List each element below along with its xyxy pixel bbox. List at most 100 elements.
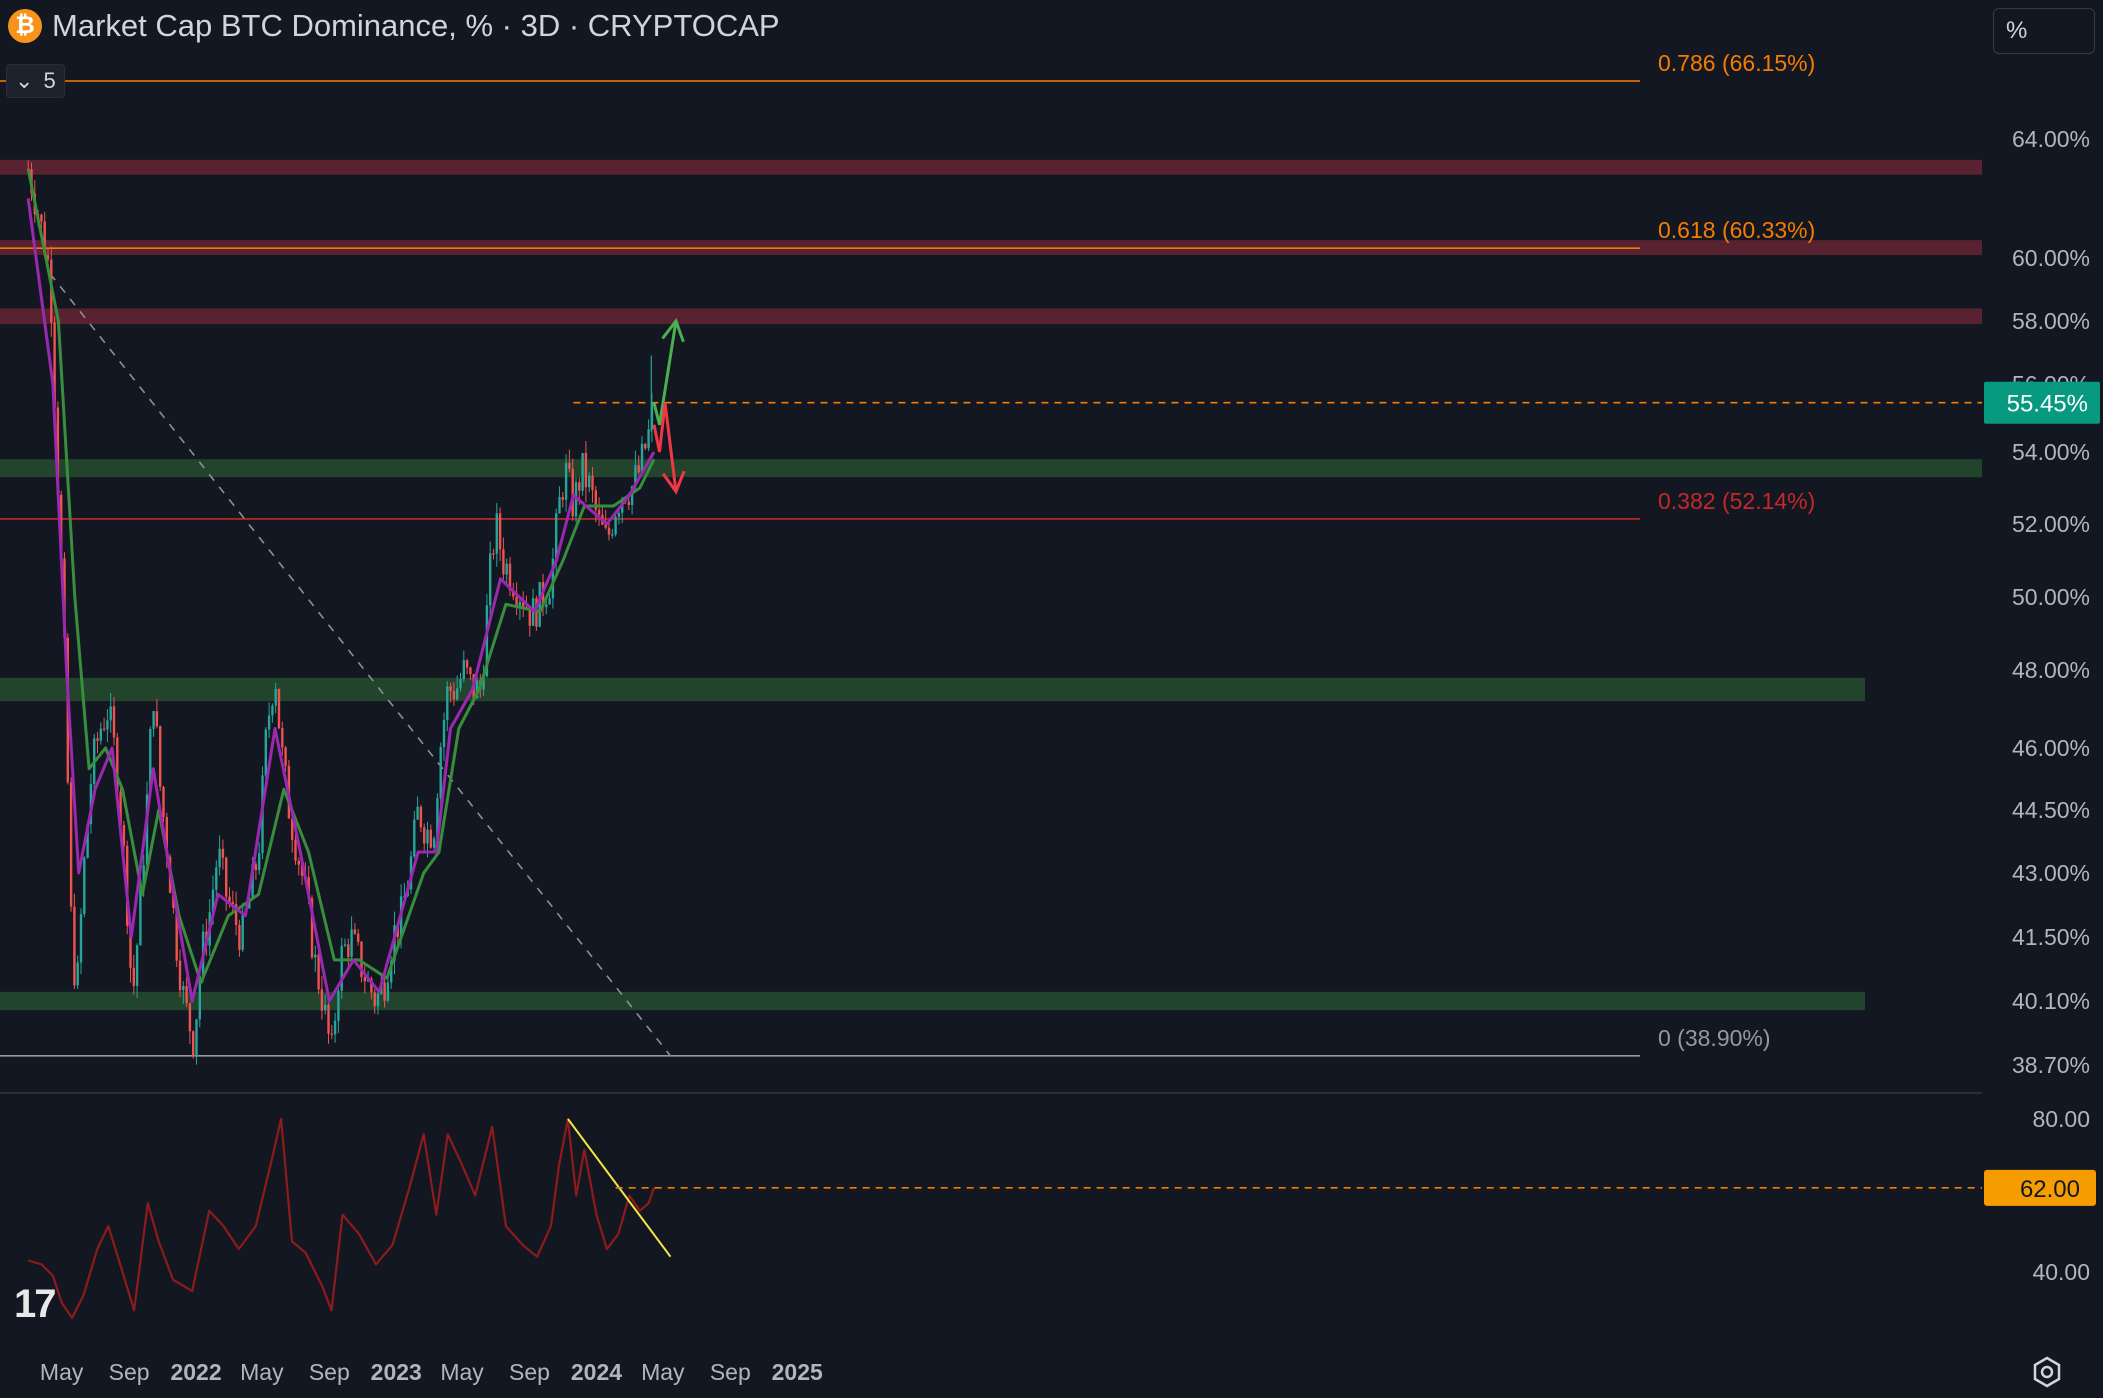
candle-body — [515, 596, 518, 606]
candle-body — [604, 524, 607, 528]
chart-title: Market Cap BTC Dominance, % · 3D · CRYPT… — [52, 8, 780, 43]
candle-body — [119, 791, 122, 825]
candle-body — [340, 945, 343, 991]
candle-body — [538, 582, 541, 627]
candle-body — [102, 728, 106, 730]
price-axis-tick: 46.00% — [2012, 735, 2090, 761]
candle-body — [248, 898, 251, 909]
candle-body — [271, 705, 274, 716]
price-axis-tick: 41.50% — [2012, 924, 2090, 950]
ema-fast-line — [26, 198, 656, 1003]
candle-body — [330, 1033, 334, 1035]
candle-body — [505, 563, 508, 575]
price-axis-tick: 54.00% — [2012, 439, 2090, 465]
candle-body — [370, 978, 373, 993]
candle-body — [647, 429, 650, 449]
candle-body — [294, 840, 297, 861]
candle-body — [386, 982, 390, 1001]
candle-body — [347, 944, 350, 957]
candle-body — [79, 914, 83, 963]
zone-support-5 — [0, 991, 1865, 1011]
time-axis-tick: 2024 — [571, 1359, 622, 1385]
candle-body — [211, 889, 215, 913]
candle-body — [449, 686, 452, 691]
candle-body — [106, 720, 109, 730]
price-axis-tick: 43.00% — [2012, 860, 2090, 886]
candle-body — [129, 925, 132, 968]
candle-body — [116, 737, 119, 792]
candle-body — [40, 214, 43, 222]
candle-body — [73, 906, 76, 986]
tradingview-logo-icon[interactable]: 17 — [14, 1282, 56, 1326]
candle-body — [568, 463, 571, 469]
candle-body — [56, 407, 60, 495]
time-axis-tick: 2025 — [772, 1359, 823, 1385]
candle-body — [231, 902, 235, 905]
candle-body — [591, 475, 594, 491]
time-axis-tick: Sep — [710, 1359, 751, 1385]
candle-body — [83, 857, 86, 915]
scenario-up-arrow — [652, 320, 678, 426]
candle-body — [650, 403, 654, 430]
candle-body — [251, 864, 254, 899]
price-axis-tick: 58.00% — [2012, 308, 2090, 334]
candle-body — [498, 513, 502, 550]
time-axis-tick: May — [440, 1359, 484, 1385]
candle-body — [324, 1004, 327, 1011]
candle-body — [320, 989, 324, 1011]
candle-body — [393, 925, 396, 961]
candle-body — [459, 679, 462, 689]
candle-body — [277, 688, 281, 729]
candle-body — [112, 706, 116, 738]
candle-body — [274, 688, 277, 706]
candle-body — [69, 782, 73, 907]
fib-level-label: 0.382 (52.14%) — [1658, 488, 1815, 514]
gear-icon[interactable] — [2030, 1355, 2064, 1389]
price-axis-tick: 48.00% — [2012, 657, 2090, 683]
indicators-collapse-button[interactable]: ⌄ 5 — [6, 64, 65, 98]
candle-body — [254, 864, 258, 871]
time-axis-tick: 2023 — [371, 1359, 422, 1385]
zone-resistance-0 — [0, 159, 1982, 175]
candle-body — [439, 747, 442, 799]
candle-body — [518, 601, 522, 606]
candle-body — [258, 853, 261, 871]
candle-body — [588, 475, 591, 488]
candle-body — [145, 794, 149, 866]
candle-body — [555, 513, 558, 559]
candle-body — [558, 496, 561, 514]
price-axis-tick: 60.00% — [2012, 245, 2090, 271]
candle-body — [132, 967, 136, 986]
candle-body — [611, 534, 614, 536]
candle-body — [423, 827, 426, 844]
candle-body — [333, 1020, 337, 1035]
price-axis-tick: 64.00% — [2012, 126, 2090, 152]
candle-body — [419, 806, 423, 828]
candle-body — [357, 933, 360, 942]
candle-body — [142, 865, 145, 887]
candle-body — [218, 848, 221, 868]
candle-body — [182, 986, 185, 991]
zone-support-3 — [0, 459, 1982, 478]
candle-body — [185, 986, 188, 1004]
candle-body — [548, 598, 551, 605]
candle-body — [281, 728, 284, 748]
bitcoin-icon: ₿ — [8, 9, 42, 43]
candle-body — [640, 443, 644, 473]
rsi-line — [27, 1117, 656, 1320]
candle-body — [353, 929, 357, 934]
rsi-axis-tick: 40.00 — [2032, 1259, 2090, 1285]
candle-body — [456, 688, 459, 700]
price-scale-mode-button[interactable]: % — [1993, 8, 2095, 54]
chevron-down-icon: ⌄ — [15, 68, 34, 93]
candle-body — [241, 912, 244, 950]
candle-body — [528, 608, 532, 626]
price-axis-tick: 44.50% — [2012, 797, 2090, 823]
fib-level-label: 0.618 (60.33%) — [1658, 217, 1815, 243]
candle-body — [545, 604, 548, 608]
candle-body — [644, 443, 647, 449]
candle-body — [584, 453, 588, 488]
candle-body — [564, 463, 568, 500]
